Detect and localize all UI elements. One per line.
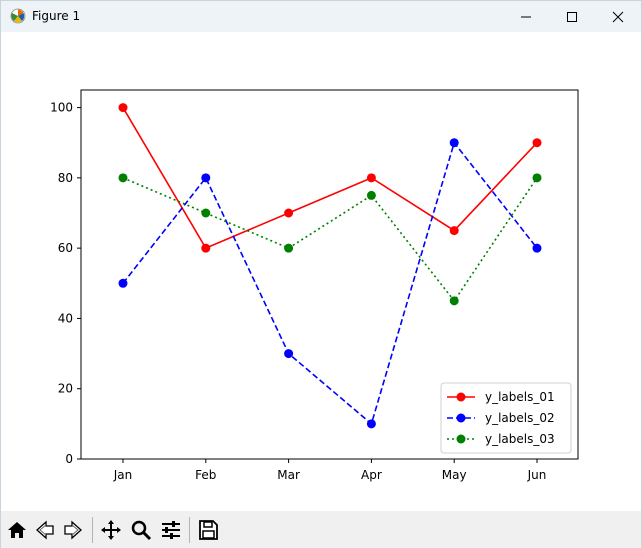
back-button[interactable] — [33, 518, 57, 542]
data-point — [532, 138, 542, 148]
data-point — [532, 243, 542, 253]
home-button[interactable] — [5, 518, 29, 542]
data-point — [449, 138, 459, 148]
matplotlib-icon — [10, 8, 26, 24]
close-icon — [612, 11, 624, 22]
minimize-icon — [521, 16, 531, 17]
y-tick-label: 20 — [58, 382, 73, 396]
data-point — [118, 103, 128, 113]
home-icon — [8, 522, 26, 538]
x-tick-label: Apr — [361, 468, 382, 482]
data-point — [284, 243, 294, 253]
data-point — [366, 419, 376, 429]
data-point — [284, 349, 294, 359]
data-point — [284, 208, 294, 218]
zoom-icon — [131, 520, 152, 541]
back-icon — [36, 520, 54, 540]
forward-button[interactable] — [61, 518, 85, 542]
save-button[interactable] — [196, 518, 220, 542]
data-point — [366, 173, 376, 183]
line-chart: 0 20 40 60 80 100 Jan Feb Mar Apr May Jun y_labels_0… — [50, 89, 579, 482]
data-point — [201, 243, 211, 253]
x-tick-label: Feb — [195, 468, 216, 482]
legend-marker — [456, 434, 466, 444]
legend-label: y_labels_03 — [485, 432, 555, 446]
toolbar-separator — [189, 517, 190, 543]
legend-label: y_labels_01 — [485, 390, 555, 404]
save-icon — [199, 520, 218, 540]
maximize-icon — [567, 11, 577, 22]
legend-marker — [456, 413, 466, 423]
title-bar[interactable]: Figure 1 — [1, 1, 641, 32]
data-point — [201, 173, 211, 183]
y-tick-label: 60 — [58, 241, 73, 255]
y-tick-label: 80 — [58, 171, 73, 185]
configure-subplots-button[interactable] — [159, 518, 183, 542]
close-button[interactable] — [595, 1, 641, 32]
zoom-button[interactable] — [129, 518, 153, 542]
legend-box — [440, 382, 572, 454]
toolbar-separator — [92, 517, 93, 543]
data-point — [449, 226, 459, 236]
window-title: Figure 1 — [32, 9, 81, 23]
pan-button[interactable] — [99, 518, 123, 542]
x-tick-label: Jun — [527, 468, 547, 482]
navigation-toolbar — [1, 511, 641, 548]
y-tick-label: 40 — [58, 311, 73, 325]
data-point — [532, 173, 542, 183]
data-point — [118, 278, 128, 288]
y-tick-label: 100 — [50, 101, 73, 115]
y-tick-label: 0 — [65, 452, 73, 466]
x-tick-label: Mar — [277, 468, 300, 482]
configure-subplots-icon — [162, 521, 180, 539]
figure-canvas[interactable]: 0 20 40 60 80 100 Jan Feb Mar Apr May Jun y_labels_0… — [1, 32, 641, 511]
x-tick-label: May — [442, 468, 467, 482]
legend-label: y_labels_02 — [485, 411, 555, 425]
series-line-2 — [122, 141, 538, 426]
series-line-3 — [122, 177, 538, 303]
legend-marker — [456, 392, 466, 402]
axes-frame — [80, 89, 579, 460]
data-point — [449, 296, 459, 306]
x-tick-label: Jan — [113, 468, 133, 482]
data-point — [201, 208, 211, 218]
minimize-button[interactable] — [503, 1, 549, 32]
forward-icon — [64, 520, 82, 540]
series-line-1 — [122, 107, 538, 250]
data-point — [118, 173, 128, 183]
maximize-button[interactable] — [549, 1, 595, 32]
pan-icon — [101, 520, 121, 540]
data-point — [366, 190, 376, 200]
